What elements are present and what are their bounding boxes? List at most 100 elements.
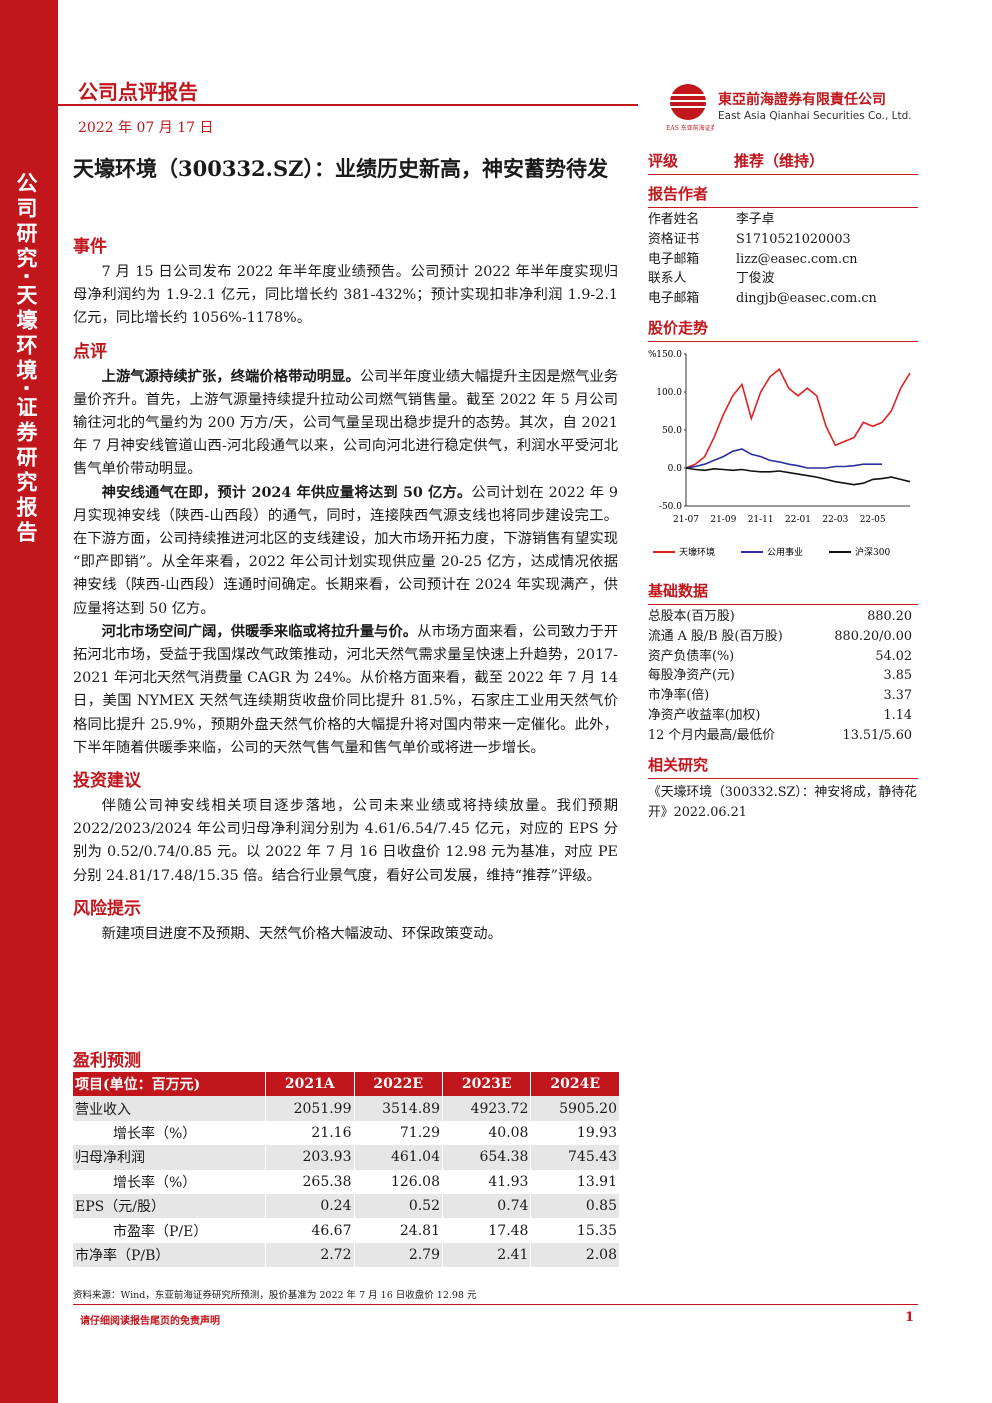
paragraph-lead: 神安线通气在即，预计 2024 年供应量将达到 50 亿方。 (101, 484, 472, 501)
info-value: 3.85 (883, 668, 913, 684)
y-tick-label: 50.0 (662, 426, 682, 436)
paragraph-text: 从市场方面来看，公司致力于开拓河北市场，受益于我国煤改气政策推动，河北天然气需求… (73, 623, 619, 756)
paragraph: 7 月 15 日公司发布 2022 年半年度业绩预告。公司预计 2022 年半年… (73, 261, 618, 331)
info-row: 12 个月内最高/最低价 13.51/5.60 (648, 726, 918, 746)
table-cell: 2051.99 (265, 1096, 355, 1121)
table-cell: 41.93 (442, 1169, 532, 1194)
table-cell: 3514.89 (354, 1096, 443, 1121)
info-key: 每股净资产(元) (648, 668, 735, 684)
authors-heading: 报告作者 (648, 183, 918, 208)
table-row: 增长率（%） 21.16 71.29 40.08 19.93 (73, 1120, 620, 1146)
section-heading: 投资建议 (73, 771, 141, 792)
section-heading: 风险提示 (73, 898, 141, 919)
table-cell: 2.79 (354, 1242, 443, 1268)
stock-chart: % -50.0 0.0 50.0 100.0 150.0 21-07 21-09 21-11 22… (648, 350, 911, 558)
y-tick-label: 100.0 (656, 388, 682, 398)
authors: 作者姓名 李子卓 资格证书 S1710521020003 电子邮箱 lizz@easec.… (648, 210, 918, 309)
table-cell: 40.08 (442, 1120, 532, 1146)
x-tick-label: 22-03 (822, 515, 848, 525)
table-cell: 2.72 (265, 1242, 355, 1268)
logo: EAS 东亚前海证券 (666, 84, 714, 132)
table-cell: 71.29 (354, 1120, 443, 1146)
y-unit: % (648, 350, 657, 360)
y-tick-label: -50.0 (659, 502, 682, 512)
x-tick-label: 22-05 (860, 515, 886, 525)
report-title: 天壕环境（300332.SZ）：业绩历史新高，神安蓄势待发 (73, 156, 608, 181)
y-tick-label: 0.0 (668, 464, 683, 474)
table-row-label: 市净率（P/B） (73, 1242, 267, 1268)
info-key: 资格证书 (648, 231, 700, 247)
page-number: 1 (905, 1310, 915, 1325)
info-row: 联系人 丁俊波 (648, 269, 918, 289)
info-row: 总股本(百万股) 880.20 (648, 607, 918, 627)
info-key: 资产负债率(%) (648, 648, 735, 664)
report-date: 2022 年 07 月 17 日 (78, 120, 214, 136)
table-cell: 126.08 (354, 1169, 443, 1194)
chart-heading: 股价走势 (648, 317, 918, 342)
basic-heading: 基础数据 (648, 580, 918, 605)
x-tick-label: 22-01 (785, 515, 811, 525)
info-row: 资产负债率(%) 54.02 (648, 647, 918, 667)
table-cell: 17.48 (442, 1218, 532, 1243)
info-key: 净资产收益率(加权) (648, 707, 761, 723)
info-row: 每股净资产(元) 3.85 (648, 666, 918, 686)
company-cn: 東亞前海證券有限責任公司 (718, 92, 886, 108)
table-row-label: 营业收入 (73, 1096, 267, 1121)
table-cell: 19.93 (530, 1120, 620, 1146)
table-cell: 203.93 (265, 1145, 355, 1170)
table-cell: 4923.72 (442, 1096, 532, 1121)
table-cell: 15.35 (530, 1218, 620, 1243)
paragraph: 上游气源持续扩张，终端价格带动明显。公司半年度业绩大幅提升主因是燃气业务量价齐升… (73, 366, 618, 482)
legend-label: 天壕环境 (679, 546, 715, 558)
info-key: 作者姓名 (648, 212, 700, 227)
paragraph-text: 伴随公司神安线相关项目逐步落地，公司未来业绩或将持续放量。我们预期 2022/2… (73, 798, 618, 884)
header-rule (58, 104, 638, 106)
basic-data: 总股本(百万股) 880.20 流通 A 股/B 股(百万股) 880.20/0.00… (648, 607, 918, 746)
table-cell: 5905.20 (530, 1096, 620, 1121)
info-row: 作者姓名 李子卓 (648, 210, 918, 230)
related: 《天壕环境（300332.SZ）：神安将成，静待花开》2022.06.21 (648, 783, 918, 823)
series-line (685, 467, 911, 486)
company-en: East Asia Qianhai Securities Co., Ltd. (718, 110, 912, 122)
x-tick-label: 21-09 (710, 515, 736, 525)
table-header-cell: 2024E (530, 1072, 620, 1097)
info-key: 12 个月内最高/最低价 (648, 727, 776, 743)
info-key: 总股本(百万股) (648, 608, 735, 624)
series-line (685, 367, 911, 469)
sidebar-text: 公司研究·天壕环境·证券研究报告 (14, 172, 38, 546)
table-header-cell: 2023E (442, 1072, 532, 1097)
info-value: dingjb@easec.com.cn (736, 291, 877, 307)
rating-label: 评级 (648, 152, 679, 170)
info-value: 李子卓 (736, 212, 775, 227)
table-row: 增长率（%） 265.38 126.08 41.93 13.91 (73, 1169, 620, 1194)
table-cell: 24.81 (354, 1218, 443, 1243)
table-row: 市净率（P/B） 2.72 2.79 2.41 2.08 (73, 1242, 620, 1268)
table-row-label: 增长率（%） (73, 1169, 267, 1194)
section-heading: 事件 (73, 237, 107, 257)
info-value: 3.37 (883, 688, 913, 704)
series-line (685, 448, 882, 469)
y-tick-label: 150.0 (656, 350, 682, 360)
table-cell: 13.91 (530, 1169, 620, 1194)
table-cell: 0.52 (354, 1193, 443, 1219)
table-header-cell: 2021A (265, 1072, 355, 1097)
table-cell: 265.38 (265, 1169, 355, 1194)
table-cell: 745.43 (530, 1145, 620, 1170)
section-heading: 点评 (73, 341, 107, 362)
table-row: 归母净利润 203.93 461.04 654.38 745.43 (73, 1145, 620, 1170)
table-cell: 46.67 (265, 1218, 355, 1243)
x-tick-label: 21-07 (673, 515, 699, 525)
table-cell: 2.41 (442, 1242, 532, 1268)
source: 资料来源：Wind，东亚前海证券研究所预测，股价基准为 2022 年 7 月 1… (73, 1290, 477, 1301)
report-type: 公司点评报告 (78, 80, 198, 104)
info-key: 流通 A 股/B 股(百万股) (648, 628, 783, 644)
paragraph-lead: 上游气源持续扩张，终端价格带动明显。 (101, 368, 360, 385)
info-key: 市净率(倍) (648, 688, 710, 704)
info-key: 电子邮箱 (648, 291, 700, 307)
paragraph-text: 新建项目进度不及预期、天然气价格大幅波动、环保政策变动。 (101, 925, 502, 942)
table-row: 市盈率（P/E） 46.67 24.81 17.48 15.35 (73, 1218, 620, 1243)
info-value: 880.20 (867, 608, 912, 624)
info-key: 电子邮箱 (648, 251, 700, 267)
info-value: 880.20/0.00 (834, 628, 912, 644)
